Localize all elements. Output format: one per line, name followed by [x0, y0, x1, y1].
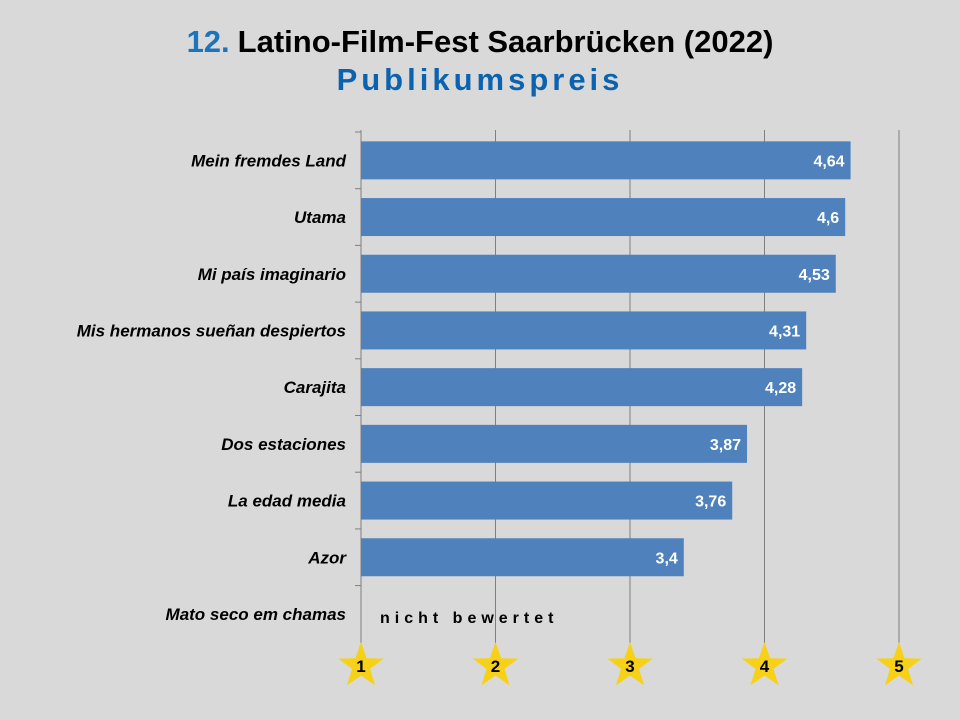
not-rated-label: nicht bewertet	[380, 610, 558, 627]
bar	[361, 254, 836, 293]
category-label: Carajita	[284, 378, 346, 397]
bar	[361, 311, 807, 350]
value-label: 4,64	[813, 153, 844, 170]
value-label: 4,28	[765, 380, 796, 397]
category-label: Mein fremdes Land	[191, 151, 347, 170]
tick-label: 4	[760, 657, 770, 676]
star-icon	[607, 642, 653, 686]
bar	[361, 538, 684, 577]
category-label: Azor	[307, 548, 347, 567]
star-icon	[338, 642, 384, 686]
category-label: La edad media	[228, 492, 346, 511]
title-text: Latino-Film-Fest Saarbrücken (2022)	[237, 24, 774, 59]
bar	[361, 424, 748, 463]
tick-label: 3	[625, 657, 634, 676]
value-labels: 4,64 4,6 4,53 4,31 4,28 3,87 3,76 3,4	[656, 153, 845, 567]
value-label: 3,87	[710, 437, 741, 454]
star-icon	[472, 642, 519, 686]
bar	[361, 141, 851, 180]
bar	[361, 481, 733, 520]
value-label: 4,6	[817, 210, 839, 227]
value-label: 4,53	[799, 267, 830, 284]
bar	[361, 198, 846, 237]
value-label: 3,76	[695, 494, 726, 511]
tick-label: 2	[491, 657, 500, 676]
value-label: 3,4	[656, 550, 678, 567]
chart-subtitle: Publikumspreis	[336, 62, 624, 97]
bars	[361, 141, 851, 577]
category-label: Mi país imaginario	[198, 265, 346, 284]
star-icon	[876, 642, 922, 686]
value-label: 4,31	[769, 323, 800, 340]
category-label: Dos estaciones	[221, 435, 346, 454]
x-axis-ticks: 1 2 3 4 5	[338, 642, 922, 686]
star-icon	[741, 642, 788, 686]
category-label: Utama	[294, 208, 346, 227]
category-label: Mato seco em chamas	[166, 605, 346, 624]
chart-title: 12. Latino-Film-Fest Saarbrücken (2022)	[0, 24, 960, 60]
category-label: Mis hermanos sueñan despiertos	[77, 321, 346, 340]
tick-label: 1	[356, 657, 365, 676]
category-labels: Mein fremdes Land Utama Mi país imaginario…	[77, 151, 348, 624]
title-number: 12.	[186, 24, 230, 59]
bar	[361, 368, 803, 407]
tick-label: 5	[894, 657, 903, 676]
